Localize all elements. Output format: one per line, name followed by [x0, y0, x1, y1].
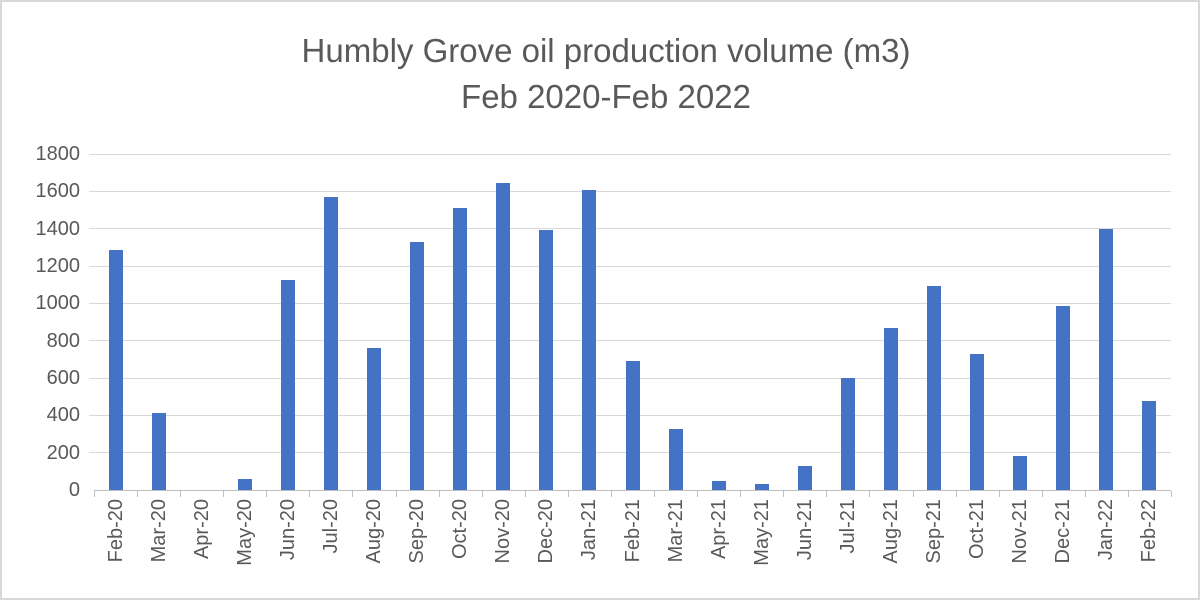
- x-axis-tick: [438, 491, 440, 497]
- chart-title-line1: Humbly Grove oil production volume (m3): [301, 32, 911, 69]
- x-axis-tick: [610, 491, 612, 497]
- x-axis-label: Apr-21: [707, 499, 730, 560]
- gridline: [89, 190, 1171, 192]
- gridline: [89, 228, 1171, 230]
- y-axis-label: 600: [46, 367, 80, 389]
- x-axis-tick: [266, 491, 268, 497]
- x-axis-label: Aug-21: [879, 499, 902, 564]
- bar: [711, 480, 726, 490]
- x-axis-tick: [998, 491, 1000, 497]
- x-axis-label: Apr-20: [190, 499, 213, 560]
- x-axis-tick: [309, 491, 311, 497]
- y-axis-label: 0: [68, 479, 80, 501]
- y-axis-label: 1000: [35, 292, 81, 315]
- x-axis-tick: [1127, 491, 1129, 497]
- x-axis-tick: [912, 491, 914, 497]
- x-axis-label: Mar-21: [664, 499, 687, 563]
- x-axis-label: Nov-21: [1009, 499, 1032, 564]
- bar: [1013, 456, 1028, 490]
- x-axis-label: May-20: [233, 499, 256, 566]
- x-axis-tick: [783, 491, 785, 497]
- bar: [280, 280, 295, 490]
- y-axis-label: 200: [46, 441, 80, 464]
- bar: [883, 327, 898, 490]
- bar: [108, 250, 123, 490]
- x-axis-tick: [1041, 491, 1043, 497]
- bar: [927, 285, 942, 490]
- gridline: [89, 340, 1171, 342]
- x-axis-tick: [567, 491, 569, 497]
- bar: [625, 361, 640, 490]
- x-axis-tick: [869, 491, 871, 497]
- x-axis-tick: [180, 491, 182, 497]
- x-axis-tick: [137, 491, 139, 497]
- y-axis-label: 1800: [35, 143, 81, 165]
- x-axis-label: Jul-20: [319, 499, 342, 554]
- x-axis-label: Sep-21: [923, 499, 946, 564]
- x-axis-label: Jun-20: [276, 499, 299, 561]
- x-axis-label: Jun-21: [793, 499, 816, 561]
- x-axis-label: Nov-20: [492, 499, 515, 564]
- x-axis-label: Feb-21: [621, 499, 644, 563]
- x-axis-label: Dec-20: [535, 499, 558, 564]
- bar: [668, 429, 683, 490]
- gridline: [89, 265, 1171, 267]
- x-axis-tick: [697, 491, 699, 497]
- bar: [1099, 228, 1114, 490]
- bar: [151, 412, 166, 490]
- x-axis-label: Jul-21: [836, 499, 859, 554]
- y-axis-label: 800: [46, 329, 80, 352]
- plot-area: [89, 153, 1172, 497]
- bar: [237, 478, 252, 490]
- x-axis-label: Jan-21: [578, 499, 601, 561]
- bar: [1056, 306, 1071, 490]
- x-axis-tick: [654, 491, 656, 497]
- x-axis-label: Jan-22: [1095, 499, 1118, 561]
- x-axis-tick: [1084, 491, 1086, 497]
- x-axis-label: May-21: [750, 499, 773, 566]
- x-axis-tick: [395, 491, 397, 497]
- bar: [970, 353, 985, 490]
- x-axis-tick: [352, 491, 354, 497]
- bar: [410, 241, 425, 490]
- x-axis-tick: [223, 491, 225, 497]
- y-axis-label: 400: [46, 404, 80, 427]
- x-axis-tick: [955, 491, 957, 497]
- x-axis-tick: [94, 491, 95, 497]
- chart-title-line2: Feb 2020-Feb 2022: [461, 78, 751, 115]
- x-axis-tick: [826, 491, 828, 497]
- x-axis-tick: [481, 491, 483, 497]
- x-axis-label: Mar-20: [147, 499, 170, 563]
- x-axis-tick: [740, 491, 742, 497]
- bar: [582, 190, 597, 490]
- y-axis-label: 1600: [35, 180, 81, 203]
- x-axis-tick: [1171, 491, 1172, 497]
- x-axis-label: Oct-20: [449, 499, 472, 560]
- x-axis-label: Dec-21: [1052, 499, 1075, 564]
- x-axis-tick: [524, 491, 526, 497]
- bar: [367, 348, 382, 490]
- bar: [840, 378, 855, 490]
- bar: [453, 208, 468, 490]
- x-axis-label: Sep-20: [406, 499, 429, 564]
- chart-title: Humbly Grove oil production volume (m3) …: [2, 28, 1198, 120]
- bar: [1142, 401, 1157, 490]
- bar: [797, 465, 812, 490]
- x-axis-label: Feb-22: [1138, 499, 1161, 563]
- x-axis-label: Oct-21: [966, 499, 989, 560]
- x-axis-label: Aug-20: [363, 499, 386, 564]
- x-axis-label: Feb-20: [104, 499, 127, 563]
- gridline: [89, 302, 1171, 304]
- bar: [496, 182, 511, 490]
- bar: [323, 196, 338, 490]
- bar: [754, 484, 769, 490]
- gridline: [89, 153, 1171, 155]
- bar: [539, 229, 554, 490]
- y-axis-label: 1400: [35, 217, 81, 240]
- y-axis-label: 1200: [35, 255, 81, 277]
